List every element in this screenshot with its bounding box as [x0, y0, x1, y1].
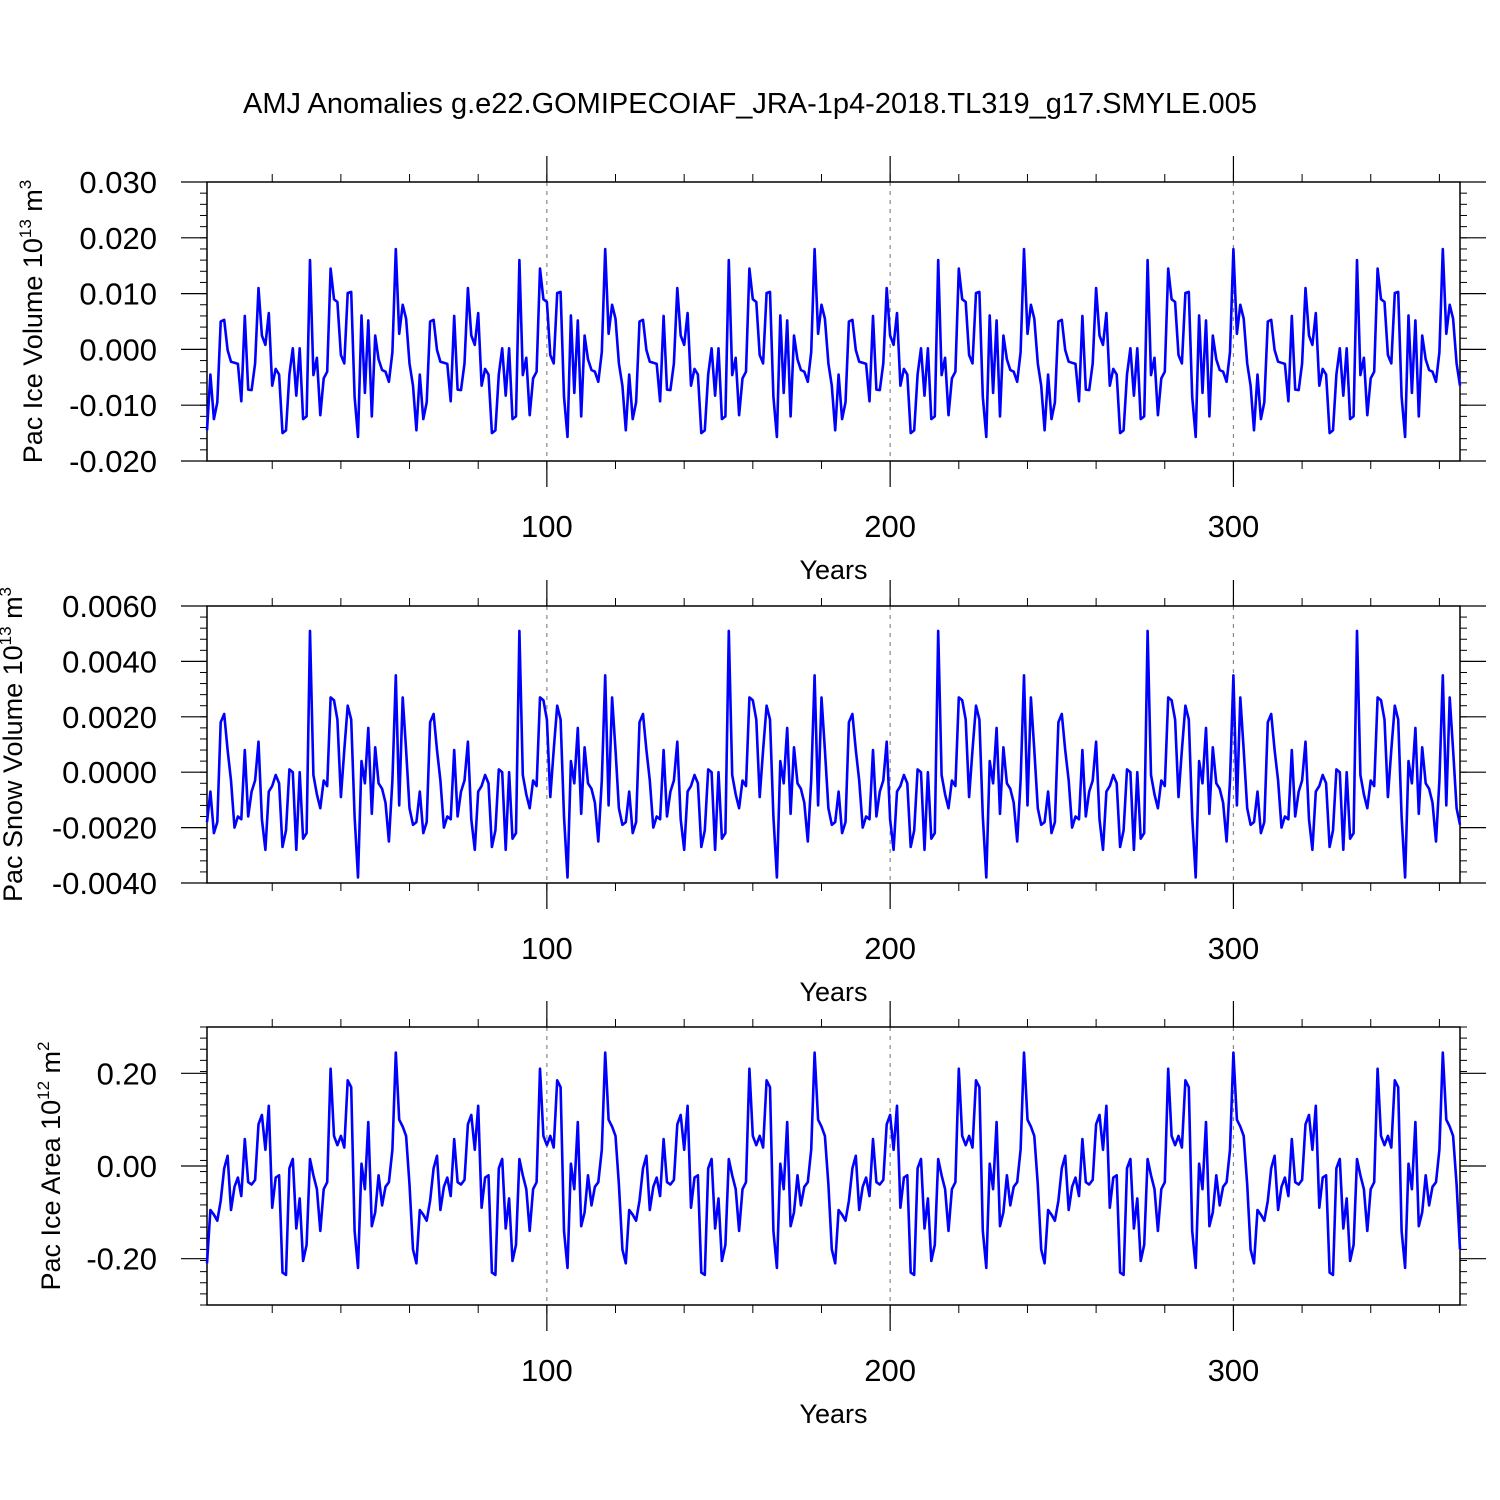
x-tick-label: 200 — [864, 931, 916, 966]
y-label-unit: m — [18, 189, 48, 219]
panel-2: -0.0040 -0.0020 0.0000 0.0020 0.0040 0.0060 10… — [0, 580, 1486, 1007]
x-tick-label: 200 — [864, 1353, 916, 1388]
y-tick-label: 0.00 — [97, 1149, 157, 1184]
y-label-text: Pac Snow Volume 10 — [0, 645, 28, 902]
series-line — [205, 1051, 1462, 1277]
y-label-unit-exponent: 3 — [0, 587, 15, 596]
x-tick-label: 100 — [521, 931, 573, 966]
y-tick-label: 0.020 — [79, 221, 157, 256]
y-tick-label: 0.010 — [79, 277, 157, 312]
panel-3: -0.20 0.00 0.20 100 200 300 Years Pac Ice Area … — [34, 1001, 1486, 1429]
x-tick-label: 300 — [1208, 931, 1260, 966]
y-tick-label: -0.010 — [69, 388, 157, 423]
x-tick-label: 100 — [521, 1353, 573, 1388]
y-axis-label: Pac Ice Volume 1013 m3 — [16, 180, 48, 464]
x-tick-label: 100 — [521, 509, 573, 544]
y-tick-label: 0.0060 — [62, 589, 157, 624]
y-label-exponent: 13 — [16, 219, 35, 238]
y-tick-label: 0.0000 — [62, 755, 157, 790]
y-label-unit: m — [36, 1051, 66, 1081]
plot-frame — [206, 181, 1461, 462]
y-label-unit-exponent: 2 — [34, 1041, 53, 1050]
figure-title: AMJ Anomalies g.e22.GOMIPECOIAF_JRA-1p4-… — [243, 88, 1257, 120]
x-axis-label: Years — [799, 1399, 867, 1429]
y-label-unit: m — [0, 596, 28, 626]
x-axis-label: Years — [799, 555, 867, 585]
y-tick-label: 0.030 — [79, 165, 157, 200]
series-line — [205, 247, 1462, 439]
series-line — [205, 629, 1462, 879]
x-axis-label: Years — [799, 977, 867, 1007]
y-tick-label: -0.20 — [86, 1242, 157, 1277]
plot-frame — [206, 605, 1461, 884]
y-tick-label: -0.0020 — [52, 811, 157, 846]
x-tick-label: 300 — [1208, 509, 1260, 544]
y-axis-label: Pac Snow Volume 1013 m3 — [0, 587, 28, 902]
y-label-text: Pac Ice Volume 10 — [18, 238, 48, 463]
y-tick-label: -0.0040 — [52, 866, 157, 901]
y-tick-label: -0.020 — [69, 444, 157, 479]
panel-1: -0.020 -0.010 0.000 0.010 0.020 0.030 100 200 30… — [16, 156, 1486, 585]
y-label-exponent: 12 — [34, 1081, 53, 1100]
y-tick-label: 0.000 — [79, 332, 157, 367]
y-label-text: Pac Ice Area 10 — [36, 1100, 66, 1291]
y-axis-label: Pac Ice Area 1012 m2 — [34, 1041, 66, 1290]
x-tick-label: 200 — [864, 509, 916, 544]
y-tick-label: 0.0040 — [62, 644, 157, 679]
y-tick-label: 0.20 — [97, 1056, 157, 1091]
x-tick-label: 300 — [1208, 1353, 1260, 1388]
y-label-unit-exponent: 3 — [16, 180, 35, 189]
y-label-exponent: 13 — [0, 626, 15, 645]
y-tick-label: 0.0020 — [62, 700, 157, 735]
